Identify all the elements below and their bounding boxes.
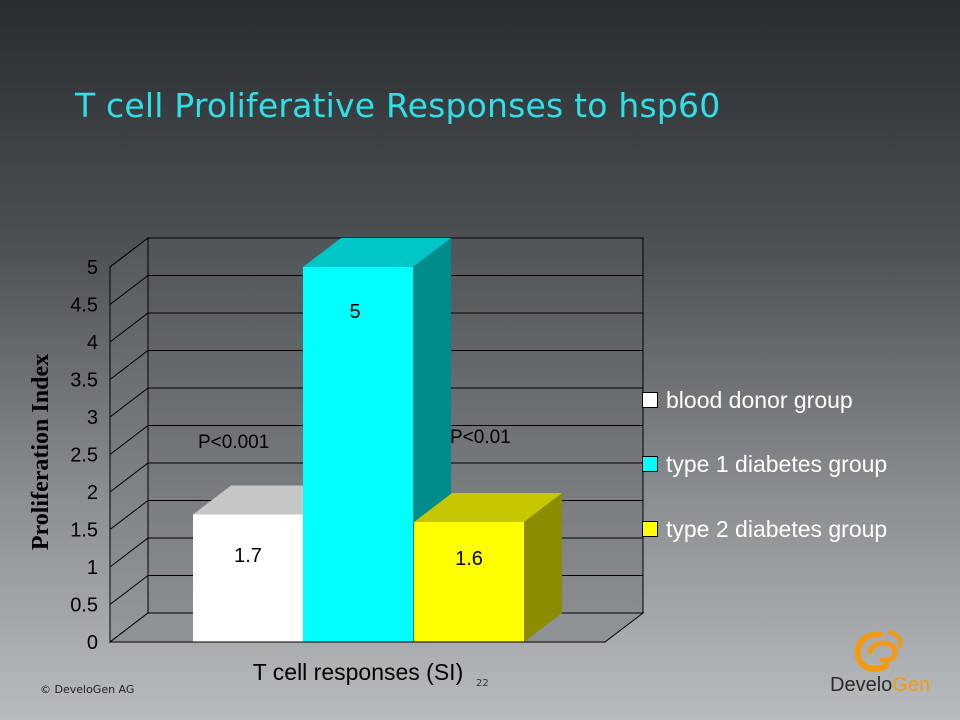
y-tick-label: 2.5 <box>70 445 98 467</box>
data-label: 5 <box>349 301 360 323</box>
gridline <box>109 237 643 268</box>
copyright-text: © DeveloGen AG <box>40 683 135 696</box>
y-tick-label: 4 <box>87 332 98 354</box>
y-tick-label: 3.5 <box>70 370 98 392</box>
develogen-logo-text: DeveloGen <box>830 674 930 697</box>
y-tick-label: 0.5 <box>70 595 98 617</box>
legend-label-blood-donor: blood donor group <box>666 386 853 413</box>
develogen-logo: DeveloGen <box>828 628 930 698</box>
gridline <box>109 275 643 305</box>
page-number: 22 <box>476 678 489 689</box>
data-label: 1.6 <box>455 548 483 570</box>
p-value-annotation: P<0.001 <box>198 432 269 453</box>
bar-top <box>303 238 451 267</box>
y-tick-label: 0 <box>87 632 98 654</box>
legend-swatch-type2 <box>642 521 658 537</box>
y-tick-label: 5 <box>87 257 98 279</box>
gridline <box>109 462 643 493</box>
y-tick-label: 1.5 <box>70 520 98 542</box>
legend-label-type1: type 1 diabetes group <box>666 450 888 477</box>
y-axis-title: Proliferation Index <box>28 354 54 550</box>
y-tick-label: 1 <box>87 557 98 579</box>
logo-text-main: Develo <box>830 674 893 696</box>
gridline <box>109 425 643 455</box>
legend-item-blood-donor: blood donor group <box>642 385 853 415</box>
gridline <box>109 312 643 343</box>
legend-label-type2: type 2 diabetes group <box>666 515 888 542</box>
gridline <box>109 350 643 380</box>
x-axis-title: T cell responses (SI) <box>253 659 463 685</box>
bar <box>303 267 413 642</box>
logo-text-accent: Gen <box>892 674 931 696</box>
bar <box>414 522 524 642</box>
y-tick-label: 4.5 <box>70 295 98 317</box>
y-tick-label: 3 <box>87 407 98 429</box>
legend-item-type2: type 2 diabetes group <box>642 514 887 544</box>
develogen-logo-icon <box>854 630 903 672</box>
gridline <box>109 387 643 418</box>
legend-item-type1: type 1 diabetes group <box>642 449 887 479</box>
data-label: 1.7 <box>234 545 262 567</box>
p-value-annotation: P<0.01 <box>450 427 511 448</box>
bar-top <box>414 493 562 522</box>
legend-swatch-type1 <box>642 456 658 472</box>
bar-side <box>524 493 562 642</box>
bar <box>193 514 303 642</box>
legend-swatch-blood-donor <box>642 392 658 408</box>
y-tick-label: 2 <box>87 482 98 504</box>
slide-title: T cell Proliferative Responses to hsp60 <box>75 86 721 125</box>
